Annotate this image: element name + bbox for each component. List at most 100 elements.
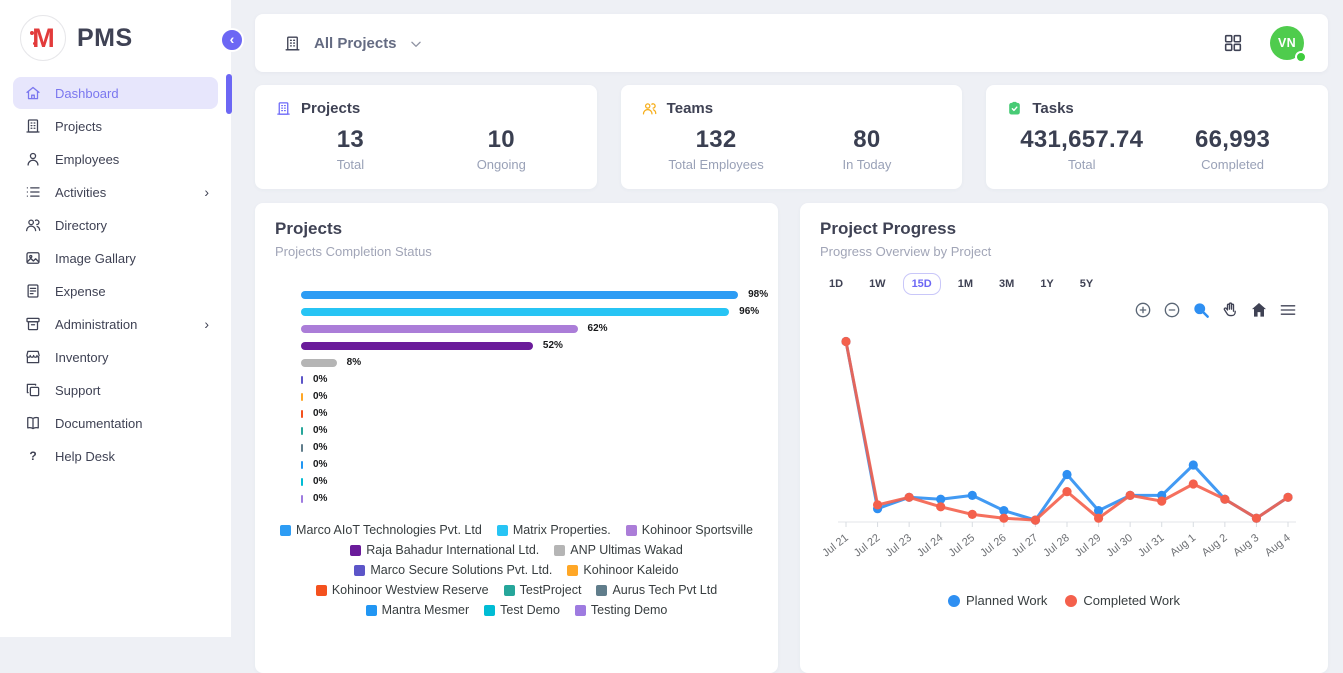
bar[interactable] [301, 392, 303, 401]
bar-value-label: 0% [313, 408, 328, 419]
panels-row: Projects Projects Completion Status 98% 9… [255, 203, 1328, 673]
menu-icon[interactable] [1277, 299, 1298, 320]
legend-item-planned-work[interactable]: Planned Work [948, 593, 1047, 608]
legend-item-testproject[interactable]: TestProject [503, 583, 582, 597]
bar[interactable] [301, 341, 533, 350]
selection-zoom-icon[interactable] [1190, 299, 1211, 320]
topbar-actions: VN [1222, 26, 1307, 63]
zoom-in-icon[interactable] [1132, 299, 1153, 320]
sidebar-item-image-gallary[interactable]: Image Gallary [13, 242, 218, 274]
legend-item-completed-work[interactable]: Completed Work [1065, 593, 1180, 608]
legend-label: Planned Work [966, 593, 1048, 608]
bar[interactable] [301, 494, 303, 503]
legend-swatch [365, 604, 377, 616]
bar[interactable] [301, 477, 303, 486]
legend-item-aurus-tech-pvt-ltd[interactable]: Aurus Tech Pvt Ltd [596, 583, 717, 597]
bar-value-label: 0% [313, 476, 328, 487]
legend-label: Marco AIoT Technologies Pvt. Ltd [296, 523, 482, 537]
sidebar-item-dashboard[interactable]: Dashboard [13, 77, 218, 109]
sidebar-item-label: Projects [55, 118, 102, 134]
bar[interactable] [301, 307, 730, 316]
tasks-icon [1006, 100, 1023, 117]
legend-swatch [484, 604, 496, 616]
stat-value: 431,657.74 [1020, 126, 1144, 153]
legend-item-kohinoor-kaleido[interactable]: Kohinoor Kaleido [567, 563, 679, 577]
line-chart-legend: Planned Work Completed Work [820, 593, 1308, 608]
bar-value-label: 98% [748, 289, 769, 300]
sidebar-item-expense[interactable]: Expense [13, 275, 218, 307]
bar-row: 62% [301, 320, 758, 337]
bar[interactable] [301, 324, 578, 333]
sidebar-item-label: Documentation [55, 415, 143, 431]
sidebar-item-projects[interactable]: Projects [13, 110, 218, 142]
sidebar-item-administration[interactable]: Administration › [13, 308, 218, 340]
legend-item-testing-demo[interactable]: Testing Demo [574, 603, 668, 617]
legend-label: Test Demo [500, 603, 560, 617]
stat-value: 80 [853, 126, 881, 153]
svg-text:Jul 21: Jul 21 [820, 532, 851, 560]
svg-text:Jul 26: Jul 26 [978, 532, 1009, 560]
bar[interactable] [301, 290, 739, 299]
legend-item-kohinoor-sportsville[interactable]: Kohinoor Sportsville [625, 523, 753, 537]
bar[interactable] [301, 409, 303, 418]
legend-label: Marco Secure Solutions Pvt. Ltd. [370, 563, 553, 577]
chevron-down-icon [409, 35, 423, 51]
app-logo: M PMS [0, 0, 231, 73]
sidebar-item-activities[interactable]: Activities › [13, 176, 218, 208]
legend-label: Testing Demo [590, 603, 668, 617]
range-button-1d[interactable]: 1D [820, 273, 852, 295]
project-progress-panel: Project Progress Progress Overview by Pr… [800, 203, 1328, 673]
range-button-1y[interactable]: 1Y [1031, 273, 1062, 295]
sidebar-item-employees[interactable]: Employees [13, 143, 218, 175]
legend-label: Raja Bahadur International Ltd. [366, 543, 540, 557]
active-item-indicator [226, 74, 232, 114]
legend-item-matrix-properties[interactable]: Matrix Properties. [496, 523, 611, 537]
legend-item-raja-bahadur-international-ltd[interactable]: Raja Bahadur International Ltd. [350, 543, 539, 557]
sidebar-item-documentation[interactable]: Documentation [13, 407, 218, 439]
bar[interactable] [301, 426, 303, 435]
range-button-1w[interactable]: 1W [860, 273, 895, 295]
bar[interactable] [301, 460, 303, 469]
project-selector-dropdown[interactable]: All Projects [283, 34, 423, 53]
user-avatar[interactable]: VN [1270, 26, 1307, 63]
book-icon [24, 414, 42, 432]
legend-item-marco-secure-solutions-pvt-ltd[interactable]: Marco Secure Solutions Pvt. Ltd. [354, 563, 552, 577]
range-button-3m[interactable]: 3M [990, 273, 1023, 295]
bar-row: 0% [301, 371, 758, 388]
stat-title: Tasks [1032, 100, 1074, 117]
bar-row: 0% [301, 422, 758, 439]
pan-icon[interactable] [1219, 299, 1240, 320]
building-icon [283, 34, 302, 53]
svg-text:Jul 29: Jul 29 [1073, 532, 1104, 560]
sidebar-item-directory[interactable]: Directory [13, 209, 218, 241]
receipt-icon [24, 282, 42, 300]
home-icon[interactable] [1248, 299, 1269, 320]
range-button-15d[interactable]: 15D [902, 273, 941, 295]
sidebar-item-help-desk[interactable]: ? Help Desk [13, 440, 218, 472]
bar[interactable] [301, 443, 303, 452]
legend-item-marco-aiot-technologies-pvt-ltd[interactable]: Marco AIoT Technologies Pvt. Ltd [280, 523, 482, 537]
zoom-out-icon[interactable] [1161, 299, 1182, 320]
range-button-1m[interactable]: 1M [949, 273, 982, 295]
bar[interactable] [301, 358, 337, 367]
legend-dot [948, 594, 960, 607]
legend-label: TestProject [519, 583, 582, 597]
legend-item-test-demo[interactable]: Test Demo [484, 603, 560, 617]
sidebar-item-label: Image Gallary [55, 250, 136, 266]
legend-item-kohinoor-westview-reserve[interactable]: Kohinoor Westview Reserve [315, 583, 489, 597]
stat-card-teams: Teams 132 Total Employees 80 In Today [620, 85, 963, 189]
bar[interactable] [301, 375, 303, 384]
progress-line-chart[interactable]: Jul 21 Jul 22 Jul 23 Jul 24 Jul 25 Jul 26 Jul … [820, 322, 1308, 579]
legend-item-anp-ultimas-wakad[interactable]: ANP Ultimas Wakad [554, 543, 683, 557]
completion-bar-chart[interactable]: 98% 96% 62% 52% 8% 0% 0% 0% 0% 0% 0% 0% 0% [301, 286, 768, 507]
sidebar-collapse-button[interactable]: ‹ [220, 28, 244, 52]
range-button-5y[interactable]: 5Y [1071, 273, 1102, 295]
svg-text:Jul 27: Jul 27 [1010, 532, 1041, 560]
sidebar-item-support[interactable]: Support [13, 374, 218, 406]
sidebar-item-inventory[interactable]: Inventory [13, 341, 218, 373]
bar-row: 96% [301, 303, 759, 320]
archive-icon [24, 315, 42, 333]
stat-label: Completed [1201, 157, 1265, 172]
apps-grid-icon[interactable] [1222, 32, 1244, 54]
legend-item-mantra-mesmer[interactable]: Mantra Mesmer [365, 603, 469, 617]
